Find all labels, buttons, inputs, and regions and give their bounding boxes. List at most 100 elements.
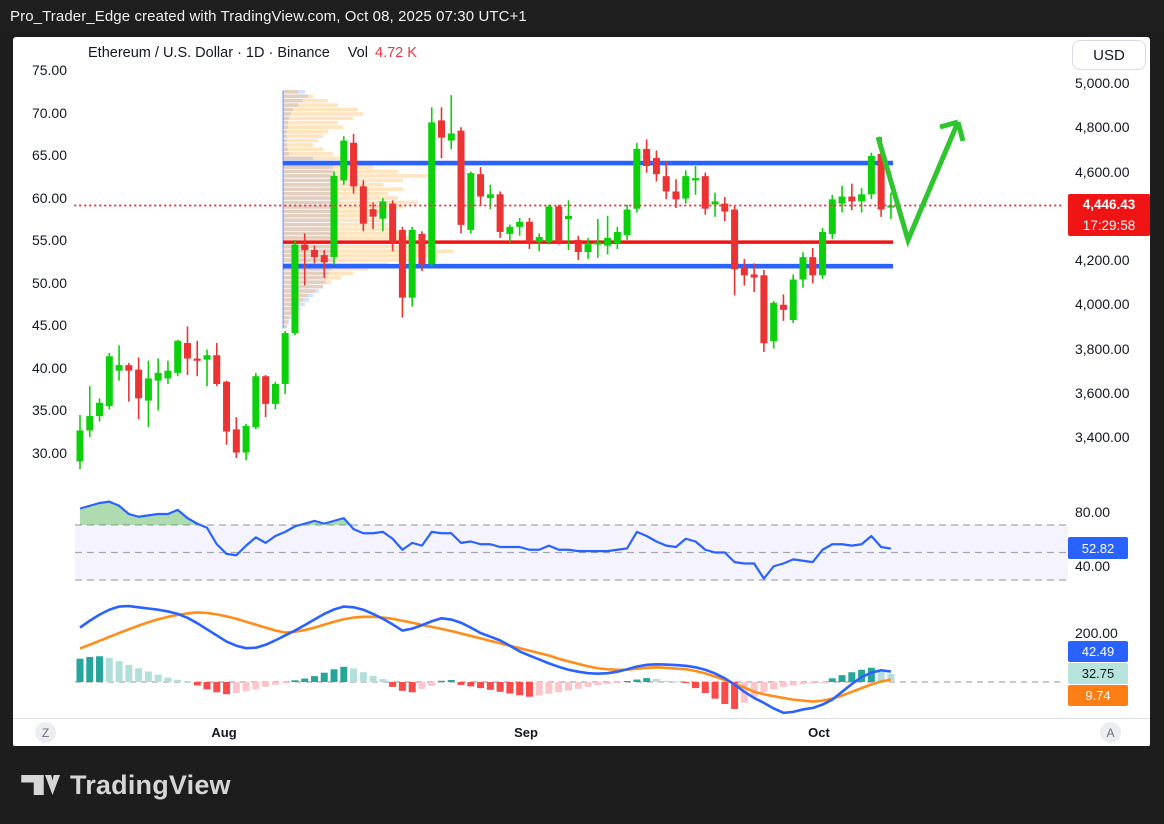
candle-body <box>193 358 201 361</box>
rsi-upper-scale-label: 80.00 <box>1075 504 1111 520</box>
volume-profile-buy-row <box>283 125 288 130</box>
candle-body <box>447 133 455 141</box>
volume-profile-buy-row <box>283 165 333 169</box>
volume-profile-buy-row <box>283 178 333 183</box>
volume-profile-row <box>283 165 373 169</box>
candle-body <box>711 201 719 205</box>
volume-profile-row <box>283 244 433 249</box>
volume-profile-buy-row <box>283 258 333 262</box>
candle-body <box>672 191 680 200</box>
macd-histogram-bar <box>760 682 768 693</box>
macd-histogram-bar <box>819 682 827 683</box>
currency-unit-button[interactable]: USD <box>1072 40 1146 70</box>
volume-profile-buy-row <box>283 187 333 192</box>
macd-histogram-bar <box>477 682 485 689</box>
tradingview-logo-text: TradingView <box>70 769 231 800</box>
right-axis-label: 4,200.00 <box>1075 252 1130 269</box>
candle-body <box>535 237 543 243</box>
volume-profile-buy-row <box>283 315 291 320</box>
tradingview-logo[interactable]: TradingView <box>20 768 231 802</box>
rsi-overbought-fill <box>80 501 201 525</box>
volume-profile-row <box>283 196 398 200</box>
volume-profile-buy-row <box>283 152 289 156</box>
timezone-hint-badge[interactable]: Z <box>35 722 56 743</box>
macd-histogram-bar <box>96 656 104 682</box>
macd-value-badge: 42.49 <box>1068 641 1128 662</box>
volume-label: Vol <box>347 45 368 61</box>
macd-histogram-bar <box>418 682 426 689</box>
right-axis-label: 3,400.00 <box>1075 429 1130 446</box>
macd-histogram-bar <box>340 666 348 682</box>
candle-body <box>574 239 582 253</box>
candle-body <box>486 194 494 199</box>
last-price-value: 4,446.43 <box>1082 197 1136 212</box>
macd-histogram-bar <box>604 682 612 684</box>
volume-profile-row <box>283 236 413 240</box>
candle-body <box>398 229 406 298</box>
candle-body <box>516 221 524 227</box>
volume-profile-row <box>283 324 287 329</box>
auto-scale-hint-badge[interactable]: A <box>1100 722 1121 743</box>
left-axis-label: 75.00 <box>31 62 67 78</box>
symbol-legend[interactable]: Ethereum / U.S. Dollar · 1D · Binance Vo… <box>88 45 417 61</box>
candle-body <box>701 176 709 209</box>
candle-body <box>428 122 436 265</box>
macd-histogram-bar <box>594 682 602 686</box>
macd-histogram-bar <box>799 682 807 685</box>
left-axis-label: 35.00 <box>31 402 67 419</box>
volume-profile-row <box>283 187 403 192</box>
macd-histogram-bar <box>213 682 221 693</box>
candle-body <box>291 244 299 334</box>
candle-body <box>301 244 309 251</box>
macd-histogram-bar <box>144 671 152 682</box>
candle-body <box>437 120 445 138</box>
candle-body <box>242 426 250 453</box>
macd-histogram-bar <box>828 678 836 682</box>
candle-body <box>271 383 279 404</box>
volume-profile-buy-row <box>283 231 333 236</box>
candle-body <box>174 340 182 373</box>
volume-profile-row <box>283 116 353 121</box>
attribution-bar: Pro_Trader_Edge created with TradingView… <box>0 0 1164 32</box>
volume-profile-row <box>283 156 341 161</box>
candle-body <box>496 194 504 232</box>
candle-body <box>164 370 172 379</box>
macd-histogram-bar <box>408 682 416 693</box>
price-chart-canvas[interactable] <box>13 37 1150 718</box>
macd-signal-badge: 9.74 <box>1068 685 1128 706</box>
right-axis-label: 3,600.00 <box>1075 384 1130 401</box>
left-axis-label: 45.00 <box>31 317 67 334</box>
candle-body <box>799 257 807 280</box>
candle-body <box>779 304 787 310</box>
tradingview-logo-icon <box>21 775 60 795</box>
macd-histogram-bar <box>672 681 680 683</box>
macd-histogram-bar <box>662 680 670 682</box>
candle-body <box>858 194 866 202</box>
candle-body <box>604 237 612 246</box>
right-axis-label: 5,000.00 <box>1075 75 1130 91</box>
candle-body <box>477 174 485 197</box>
macd-histogram-bar <box>457 682 465 685</box>
macd-histogram-bar <box>643 678 651 682</box>
volume-profile-row <box>283 320 288 324</box>
macd-scale-label: 200.00 <box>1075 625 1118 641</box>
time-axis[interactable]: Z Aug Sep Oct A <box>13 718 1150 747</box>
rsi-value-badge: 52.82 <box>1068 537 1128 559</box>
macd-histogram-bar <box>281 682 289 683</box>
volume-profile-row <box>283 271 353 276</box>
candle-body <box>379 201 387 219</box>
candle-body <box>525 221 533 243</box>
macd-histogram-bar <box>770 682 778 690</box>
macd-histogram-bar <box>877 670 885 682</box>
volume-profile-row <box>283 94 313 99</box>
right-axis-label: 3,800.00 <box>1075 340 1130 357</box>
volume-profile-buy-row <box>283 169 333 174</box>
macd-histogram-bar <box>555 682 563 693</box>
candle-body <box>369 209 377 217</box>
volume-profile-buy-row <box>283 129 287 134</box>
macd-histogram-bar <box>682 682 690 683</box>
macd-histogram-bar <box>359 672 367 682</box>
volume-profile-row <box>283 143 313 147</box>
candle-body <box>418 233 426 265</box>
volume-profile-buy-row <box>283 227 333 231</box>
